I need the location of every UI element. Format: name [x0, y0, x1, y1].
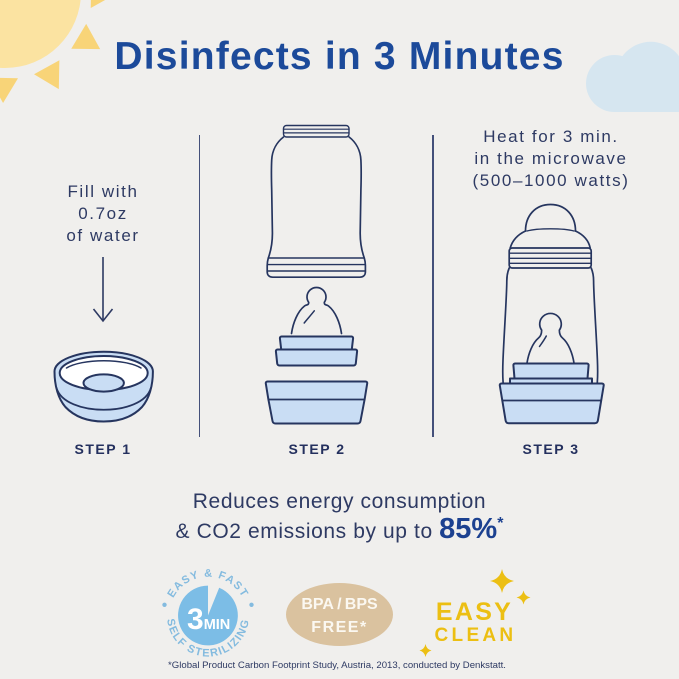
svg-text:EASY & FAST: EASY & FAST: [165, 568, 250, 600]
